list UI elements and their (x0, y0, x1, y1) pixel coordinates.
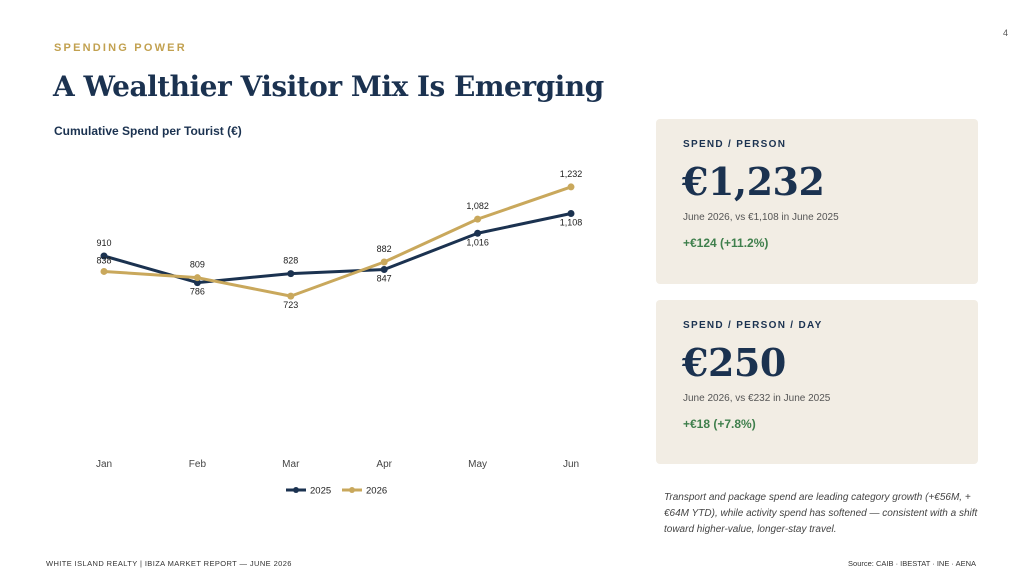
legend-marker (349, 487, 355, 493)
page-number: 4 (1002, 28, 1008, 38)
section-eyebrow: SPENDING POWER (54, 42, 187, 54)
card-value: €1,232 (682, 159, 825, 204)
data-label: 1,108 (560, 218, 583, 228)
data-point (380, 266, 388, 274)
data-label: 828 (283, 256, 298, 266)
x-tick-label: Jan (96, 459, 112, 470)
data-label: 847 (377, 274, 392, 284)
card-label: SPEND / PERSON / DAY (683, 320, 823, 331)
data-point (100, 267, 108, 275)
x-tick-label: Apr (376, 459, 392, 470)
card-comparison: June 2026, vs €1,108 in June 2025 (683, 212, 839, 223)
data-label: 1,232 (560, 169, 583, 179)
card-change: +€18 (+7.8%) (683, 417, 756, 431)
legend-marker (293, 487, 299, 493)
x-tick-label: May (468, 459, 487, 470)
card-label: SPEND / PERSON (683, 139, 787, 150)
footer-brand: WHITE ISLAND REALTY | IBIZA MARKET REPOR… (46, 559, 292, 568)
card-comparison: June 2026, vs €232 in June 2025 (683, 393, 831, 404)
page-title: A Wealthier Visitor Mix Is Emerging (53, 70, 604, 103)
x-tick-label: Jun (563, 459, 579, 470)
data-point (474, 215, 482, 223)
series-line-2026 (103, 185, 572, 298)
data-label: 1,082 (466, 201, 489, 211)
data-label: 882 (377, 244, 392, 254)
card-change: +€124 (+11.2%) (683, 236, 769, 250)
commentary-note: Transport and package spend are leading … (664, 492, 978, 535)
data-point (100, 252, 108, 260)
card-value: €250 (682, 340, 786, 385)
data-label: 786 (190, 287, 205, 297)
legend-label: 2025 (310, 486, 331, 497)
series-line-2025 (103, 212, 572, 285)
spend-line-chart: 910 786 828 847 1,016 1,108 838 809 723 882 1,082 1… (96, 169, 583, 497)
x-tick-label: Mar (282, 459, 300, 470)
spend-per-person-day-card: SPEND / PERSON / DAY €250 June 2026, vs … (656, 300, 978, 464)
data-label: 910 (96, 238, 111, 248)
data-point (287, 270, 295, 278)
data-point (567, 183, 575, 191)
data-label: 838 (96, 255, 111, 265)
data-label: 809 (190, 260, 205, 270)
data-point (567, 210, 575, 218)
data-point (193, 279, 201, 287)
chart-title: Cumulative Spend per Tourist (€) (54, 124, 242, 138)
data-label: 1,016 (466, 237, 489, 247)
footer-source: Source: CAIB · IBESTAT · INE · AENA (848, 559, 976, 568)
data-point (193, 274, 201, 282)
x-tick-label: Feb (189, 459, 207, 470)
data-label: 723 (283, 300, 298, 310)
legend-label: 2026 (366, 486, 387, 497)
data-point (474, 229, 482, 237)
data-point (287, 292, 295, 300)
spend-per-person-card: SPEND / PERSON €1,232 June 2026, vs €1,1… (656, 119, 978, 284)
data-point (380, 258, 388, 266)
